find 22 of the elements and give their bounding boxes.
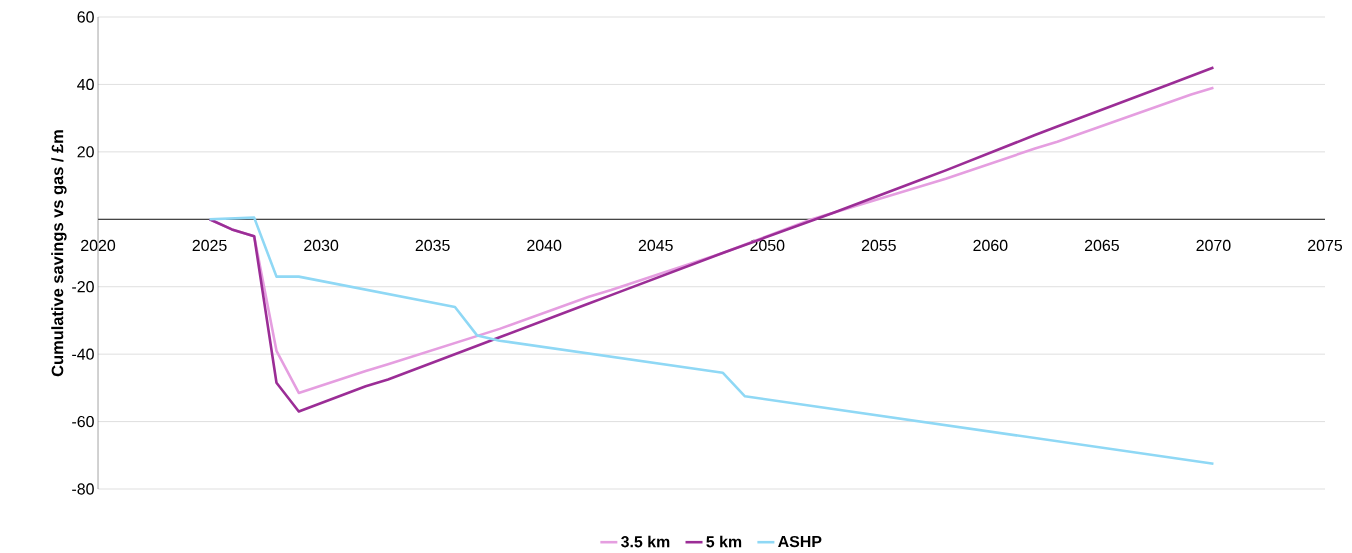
- y-tick-label: 20: [77, 146, 94, 158]
- x-tick-label: 2055: [861, 239, 896, 252]
- x-tick-label: 2060: [973, 239, 1008, 252]
- x-tick-label: 2030: [304, 239, 339, 252]
- x-tick-label: 2045: [638, 239, 673, 252]
- x-tick-label: 2035: [415, 239, 450, 252]
- y-tick-label: 40: [77, 78, 94, 91]
- x-tick-label: 2025: [192, 239, 227, 252]
- legend-label: 5 km: [706, 535, 742, 548]
- y-axis-title: Cumulative savings vs gas / £m: [51, 130, 67, 377]
- x-tick-label: 2040: [527, 239, 562, 252]
- x-tick-label: 2065: [1084, 239, 1119, 252]
- x-tick-label: 2070: [1196, 239, 1231, 252]
- x-tick-label: 2075: [1308, 239, 1343, 252]
- y-tick-label: -80: [72, 483, 94, 495]
- x-tick-label: 2020: [81, 239, 116, 252]
- y-tick-label: -60: [72, 416, 94, 428]
- y-tick-label: -20: [72, 281, 94, 293]
- y-tick-label: -40: [72, 348, 94, 360]
- legend-label: 3.5 km: [621, 535, 670, 548]
- legend-label: ASHP: [778, 536, 822, 548]
- y-tick-label: 60: [77, 11, 94, 23]
